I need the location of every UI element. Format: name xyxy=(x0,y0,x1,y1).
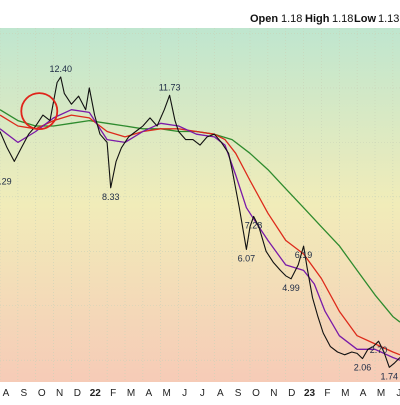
x-tick-label: M xyxy=(163,388,171,399)
price-label: 12.40 xyxy=(49,64,72,74)
x-tick-label: N xyxy=(56,388,63,399)
x-tick-label: J xyxy=(182,388,187,399)
x-tick-label: M xyxy=(127,388,135,399)
x-tick-label: M xyxy=(341,388,349,399)
x-tick-label: M xyxy=(377,388,385,399)
x-tick-label: F xyxy=(324,388,330,399)
x-tick-label: 22 xyxy=(90,388,102,399)
low-label: Low xyxy=(354,13,376,25)
x-tick-label: A xyxy=(217,388,224,399)
x-tick-label: A xyxy=(360,388,367,399)
x-tick-label: F xyxy=(110,388,116,399)
price-label: 6.07 xyxy=(238,253,256,263)
x-tick-label: 23 xyxy=(304,388,316,399)
x-tick-label: D xyxy=(74,388,81,399)
open-label: Open xyxy=(250,13,278,25)
open-value: 1.18 xyxy=(281,13,302,25)
price-label: 1.74 xyxy=(381,371,399,381)
price-label: 8.33 xyxy=(102,192,120,202)
price-label: 7.28 xyxy=(245,220,263,230)
price-label: .29 xyxy=(0,176,12,186)
x-tick-label: D xyxy=(288,388,295,399)
x-tick-label: A xyxy=(146,388,153,399)
high-value: 1.18 xyxy=(332,13,353,25)
price-label: 6.19 xyxy=(295,250,313,260)
price-label: 11.73 xyxy=(159,82,181,92)
chart-background xyxy=(0,28,400,382)
x-tick-label: N xyxy=(270,388,277,399)
x-tick-label: J xyxy=(200,388,205,399)
price-label: 4.99 xyxy=(282,283,300,293)
price-label: 2.06 xyxy=(354,363,372,373)
low-value: 1.13 xyxy=(378,13,399,25)
x-tick-label: S xyxy=(21,388,28,399)
high-label: High xyxy=(305,13,330,25)
price-label: 2.70 xyxy=(370,345,388,355)
x-tick-label: J xyxy=(396,388,400,399)
ohlc-header: Open 1.18 High 1.18 Low 1.13 xyxy=(250,13,399,25)
x-tick-label: O xyxy=(38,388,46,399)
x-tick-label: S xyxy=(235,388,242,399)
x-tick-label: O xyxy=(252,388,260,399)
x-tick-label: A xyxy=(3,388,10,399)
